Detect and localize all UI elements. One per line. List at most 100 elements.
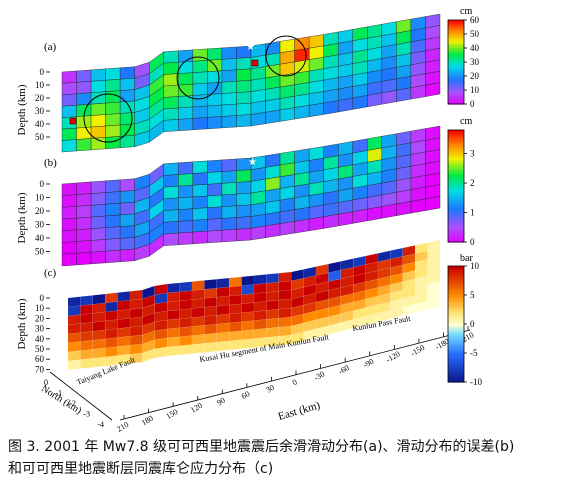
panel-c-colorbar-swatch-55 (448, 372, 464, 375)
stress-cell-r6-c10 (191, 334, 205, 345)
panel-c-colorbar-swatch-34 (448, 331, 464, 335)
error-cell-r5-c2 (90, 239, 106, 253)
panel-c-colorbar-swatch-12 (448, 289, 464, 292)
panel-c-colorbar-swatch-32 (448, 327, 464, 331)
panel-c-colorbar-swatch-10 (448, 285, 464, 288)
error-cell-r0-c9 (192, 160, 208, 174)
panel-b-y-tick-label-20: 20 (35, 206, 45, 216)
slip-cell-r1-c1 (76, 81, 92, 95)
stress-cell-r2-c13 (229, 294, 242, 306)
error-cell-r2-c0 (61, 206, 77, 220)
stress-cell-r5-c9 (179, 326, 193, 337)
panel-c-colorbar-swatch-59 (448, 380, 464, 383)
stress-cell-r6-c4 (117, 345, 131, 356)
panel-c-y-tick-label-20: 20 (35, 313, 45, 323)
stress-cell-r2-c12 (216, 295, 230, 307)
stress-cell-r4-c4 (117, 327, 131, 338)
panel-c-y-tick-label-70: 70 (35, 364, 45, 374)
stress-cell-r1-c9 (179, 290, 193, 301)
error-cell-r3-c1 (76, 216, 92, 231)
panel-b-colorbar-swatch-7 (448, 143, 464, 146)
error-cell-r5-c1 (76, 240, 92, 254)
stress-cell-r6-c8 (167, 336, 180, 348)
panel-c-x-tick-label-30: 30 (264, 383, 275, 395)
panel-c-colorbar-swatch-28 (448, 320, 464, 323)
panel-c-z-tick-label--2: -2 (69, 399, 76, 408)
slip-cell-r6-c1 (76, 138, 92, 152)
stress-cell-r3-c11 (204, 306, 217, 317)
panel-a-colorbar-swatch-12 (448, 36, 464, 39)
panel-a-colorbar-swatch-18 (448, 45, 464, 48)
stress-cell-r0-c0 (67, 296, 81, 308)
panel-b-colorbar-swatch-26 (448, 178, 464, 181)
panel-b-y-tick-label-10: 10 (35, 193, 45, 203)
slip-cell-r6-c8 (178, 118, 194, 132)
slip-cell-r2-c4 (119, 89, 135, 103)
panel-a-colorbar-swatch-43 (448, 80, 464, 83)
error-cell-r2-c9 (192, 184, 208, 198)
error-cell-r0-c1 (76, 181, 92, 195)
panel-a-colorbar-swatch-42 (448, 78, 464, 81)
error-cell-r0-c11 (221, 158, 237, 172)
panel-a-colorbar-swatch-0 (448, 20, 464, 22)
stress-cell-r7-c9 (179, 344, 193, 355)
panel-b-colorbar-swatch-24 (448, 174, 464, 178)
error-cell-r6-c18 (323, 213, 339, 229)
panel-a-colorbar-swatch-44 (448, 81, 464, 84)
panel-a-colorbar-swatch-5 (448, 27, 464, 29)
error-cell-r6-c14 (265, 223, 281, 238)
panel-b-colorbar-swatch-41 (448, 206, 464, 209)
stress-cell-r5-c10 (191, 325, 205, 336)
error-cell-r0-c0 (61, 182, 77, 196)
panel-c-colorbar-swatch-22 (448, 308, 464, 312)
stress-cell-r1-c13 (229, 285, 242, 297)
panel-b-colorbar-tick-label-2: 2 (470, 178, 475, 188)
stress-cell-r5-c1 (80, 340, 93, 351)
panel-b-colorbar-swatch-32 (448, 189, 464, 193)
stress-cell-r5-c8 (167, 327, 180, 339)
slip-cell-r6-c3 (105, 136, 121, 150)
error-cell-r3-c11 (221, 193, 237, 207)
error-cell-r6-c19 (338, 211, 353, 227)
panel-a-colorbar-swatch-32 (448, 64, 464, 67)
stress-cell-r2-c10 (191, 298, 205, 309)
panel-a-colorbar-swatch-33 (448, 66, 464, 69)
panel-c-colorbar-swatch-13 (448, 291, 464, 294)
stress-cell-r4-c1 (80, 331, 93, 342)
stress-cell-r3-c15 (253, 301, 267, 312)
error-cell-r4-c2 (90, 227, 106, 241)
panel-c-colorbar-swatch-4 (448, 273, 464, 277)
panel-a-colorbar-swatch-34 (448, 67, 464, 70)
panel-b-colorbar-swatch-27 (448, 180, 464, 183)
error-cell-r6-c9 (192, 230, 208, 245)
panel-b-colorbar-swatch-16 (448, 159, 464, 163)
slip-cell-r4-c12 (236, 91, 252, 105)
panel-a-colorbar-swatch-41 (448, 77, 464, 80)
panel-c-colorbar-swatch-2 (448, 269, 464, 273)
stress-cell-r4-c5 (129, 325, 143, 337)
panel-a-colorbar-unit: cm (460, 6, 472, 17)
panel-b-colorbar-swatch-50 (448, 223, 464, 226)
panel-c-colorbar-swatch-44 (448, 351, 464, 354)
panel-a-colorbar-swatch-49 (448, 88, 464, 91)
stress-cell-r6-c9 (179, 335, 193, 346)
stress-cell-r7-c2 (92, 356, 106, 368)
stress-cell-r4-c10 (191, 316, 205, 327)
stress-cell-r0-c13 (229, 276, 242, 288)
panel-c-colorbar-tick-label--10: -10 (470, 377, 482, 387)
panel-c-colorbar-swatch-41 (448, 345, 464, 348)
panel-a-colorbar-swatch-55 (448, 97, 464, 99)
stress-cell-r5-c11 (204, 324, 217, 335)
panel-a-colorbar-swatch-25 (448, 55, 464, 57)
slip-cell-r2-c0 (61, 93, 77, 107)
panel-c-x-tick-label--90: -90 (362, 357, 376, 370)
panel-c-x-tick-label-180: 180 (140, 414, 155, 428)
stress-cell-r6-c17 (278, 325, 292, 337)
panel-c-colorbar-swatch-45 (448, 353, 464, 356)
stress-cell-r3-c0 (67, 323, 81, 335)
slip-circle-1 (176, 56, 220, 100)
panel-a-colorbar-swatch-47 (448, 85, 464, 88)
error-cell-r3-c12 (236, 192, 252, 207)
panel-b-colorbar-swatch-43 (448, 210, 464, 213)
